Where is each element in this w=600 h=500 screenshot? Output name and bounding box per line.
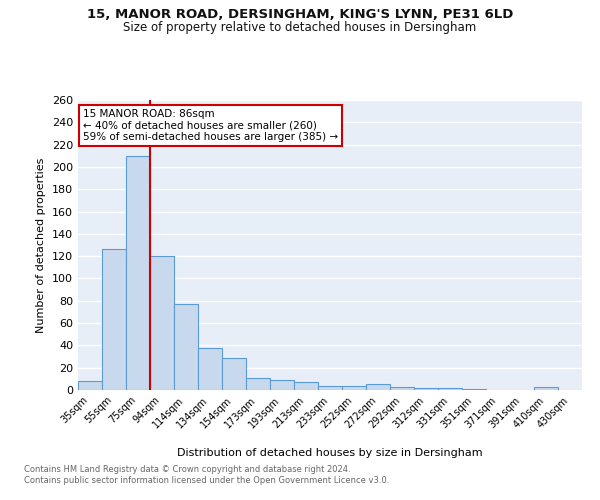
Bar bbox=[318, 386, 342, 390]
Bar bbox=[270, 380, 294, 390]
Text: Contains HM Land Registry data © Crown copyright and database right 2024.: Contains HM Land Registry data © Crown c… bbox=[24, 465, 350, 474]
Bar bbox=[414, 388, 438, 390]
Bar bbox=[342, 386, 366, 390]
Bar bbox=[390, 386, 414, 390]
Bar bbox=[174, 304, 198, 390]
Y-axis label: Number of detached properties: Number of detached properties bbox=[37, 158, 46, 332]
Text: 15 MANOR ROAD: 86sqm
← 40% of detached houses are smaller (260)
59% of semi-deta: 15 MANOR ROAD: 86sqm ← 40% of detached h… bbox=[83, 108, 338, 142]
Text: Size of property relative to detached houses in Dersingham: Size of property relative to detached ho… bbox=[124, 21, 476, 34]
Bar bbox=[198, 348, 222, 390]
Bar bbox=[102, 250, 126, 390]
Bar bbox=[462, 389, 486, 390]
Text: 15, MANOR ROAD, DERSINGHAM, KING'S LYNN, PE31 6LD: 15, MANOR ROAD, DERSINGHAM, KING'S LYNN,… bbox=[87, 8, 513, 20]
Bar bbox=[150, 256, 174, 390]
Bar bbox=[78, 381, 102, 390]
Bar bbox=[222, 358, 246, 390]
Bar bbox=[438, 388, 462, 390]
Text: Contains public sector information licensed under the Open Government Licence v3: Contains public sector information licen… bbox=[24, 476, 389, 485]
Bar bbox=[366, 384, 390, 390]
Text: Distribution of detached houses by size in Dersingham: Distribution of detached houses by size … bbox=[177, 448, 483, 458]
Bar bbox=[534, 386, 558, 390]
Bar bbox=[246, 378, 270, 390]
Bar bbox=[294, 382, 318, 390]
Bar bbox=[126, 156, 150, 390]
